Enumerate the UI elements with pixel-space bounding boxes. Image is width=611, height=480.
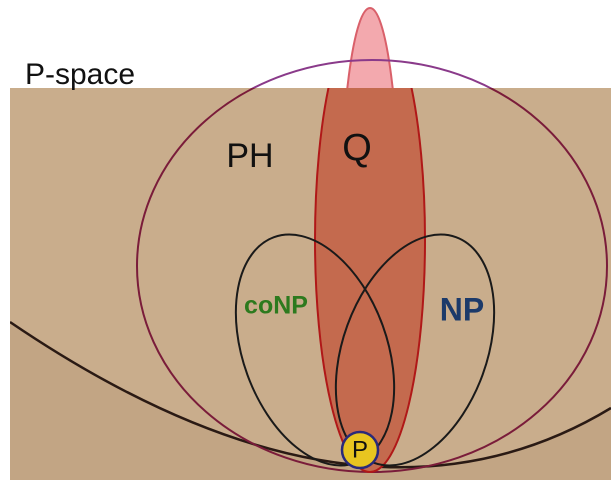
p-circle bbox=[340, 430, 380, 470]
p-label: P bbox=[352, 436, 368, 463]
np-label: NP bbox=[440, 291, 484, 327]
p-space-arc bbox=[10, 320, 611, 469]
title: P-space bbox=[25, 58, 135, 91]
q-label: Q bbox=[342, 127, 372, 169]
ph-label: PH bbox=[226, 137, 273, 175]
lower-area bbox=[10, 322, 611, 480]
conp-label: coNP bbox=[244, 292, 308, 320]
